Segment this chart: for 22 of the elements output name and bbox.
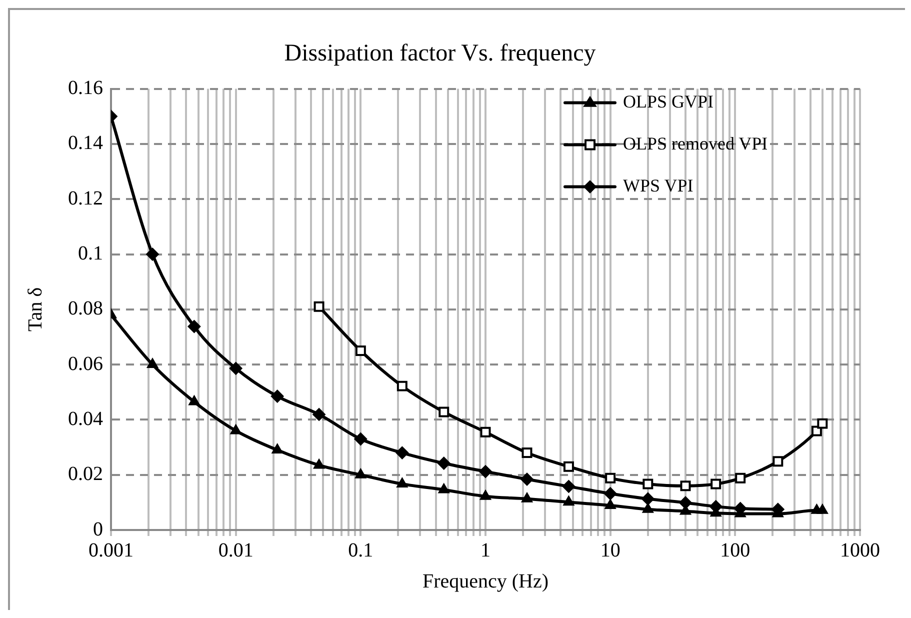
y-axis-title: Tan δ bbox=[24, 287, 46, 332]
y-tick-label: 0.06 bbox=[68, 352, 103, 375]
chart-title: Dissipation factor Vs. frequency bbox=[284, 40, 596, 67]
y-tick-label: 0.16 bbox=[68, 77, 103, 100]
x-tick-label: 1000 bbox=[840, 539, 880, 562]
y-tick-label: 0.14 bbox=[68, 132, 103, 154]
y-tick-label: 0 bbox=[93, 518, 103, 540]
x-tick-label: 0.1 bbox=[348, 539, 374, 562]
x-tick-label: 10 bbox=[600, 539, 620, 562]
x-tick-label: 0.001 bbox=[88, 539, 134, 562]
legend-label: OLPS GVPI bbox=[623, 92, 714, 112]
legend-label: OLPS removed VPI bbox=[623, 134, 768, 154]
y-tick-label: 0.1 bbox=[78, 242, 103, 264]
x-axis-title: Frequency (Hz) bbox=[422, 570, 549, 592]
x-tick-label: 100 bbox=[720, 539, 750, 562]
legend-label: WPS VPI bbox=[623, 176, 694, 196]
y-tick-label: 0.08 bbox=[68, 298, 103, 320]
x-tick-label: 0.01 bbox=[218, 539, 254, 562]
x-tick-label: 1 bbox=[480, 539, 490, 562]
y-tick-label: 0.12 bbox=[68, 187, 103, 210]
y-tick-label: 0.02 bbox=[68, 463, 103, 486]
y-tick-label: 0.04 bbox=[68, 408, 103, 430]
